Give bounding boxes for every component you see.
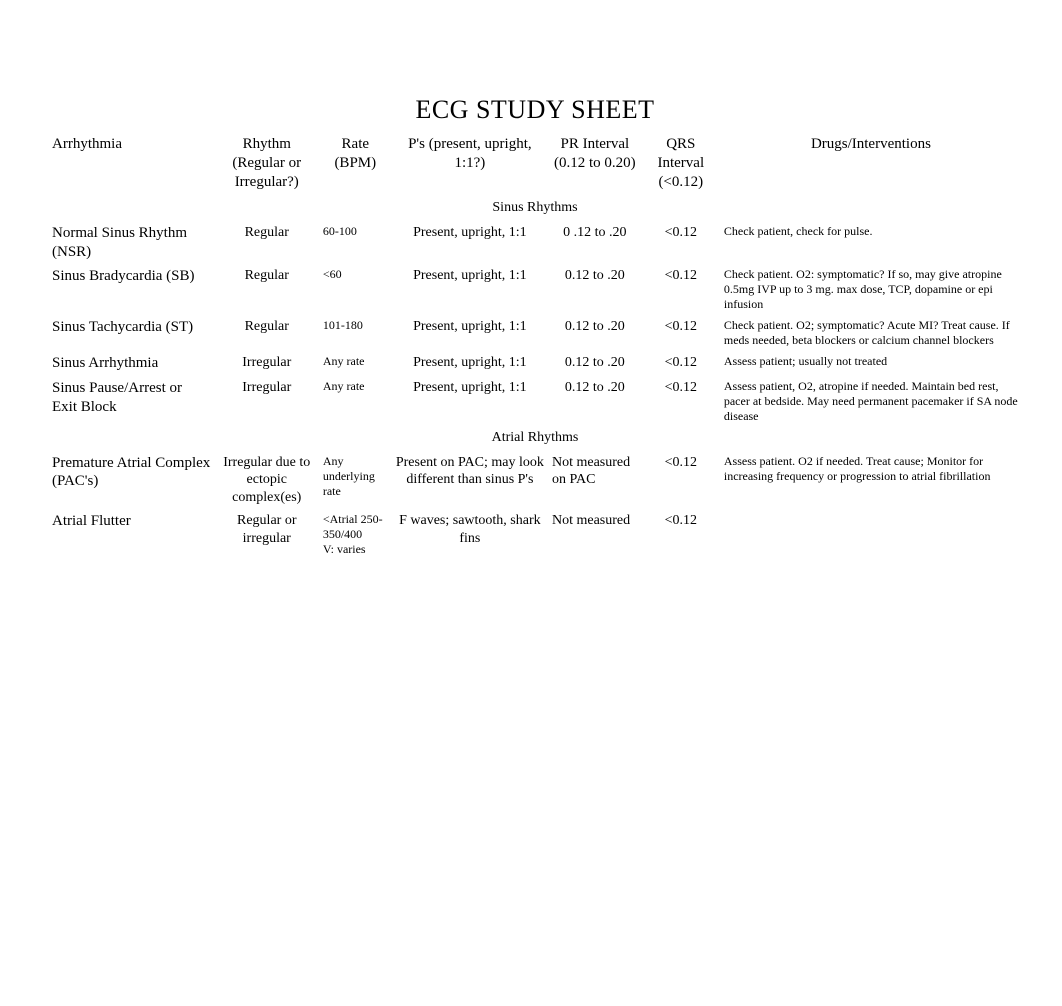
col-header-rhythm: Rhythm (Regular or Irregular?) xyxy=(215,133,319,197)
cell-arrhythmia: Atrial Flutter xyxy=(48,509,215,560)
table-row: Normal Sinus Rhythm (NSR)Regular60-100Pr… xyxy=(48,221,1022,265)
table-row: Atrial FlutterRegular or irregular<Atria… xyxy=(48,509,1022,560)
cell-qrs: <0.12 xyxy=(642,451,720,510)
cell-drugs: Check patient, check for pulse. xyxy=(720,221,1022,265)
table-row: Sinus Pause/Arrest or Exit BlockIrregula… xyxy=(48,376,1022,427)
table-row: Premature Atrial Complex (PAC's)Irregula… xyxy=(48,451,1022,510)
cell-drugs xyxy=(720,509,1022,560)
cell-p: Present, upright, 1:1 xyxy=(392,351,548,376)
table-row: Sinus Tachycardia (ST)Regular101-180Pres… xyxy=(48,315,1022,351)
cell-pr: Not measured xyxy=(548,509,642,560)
cell-arrhythmia: Sinus Tachycardia (ST) xyxy=(48,315,215,351)
cell-p: Present, upright, 1:1 xyxy=(392,221,548,265)
cell-rate: 101-180 xyxy=(319,315,392,351)
cell-qrs: <0.12 xyxy=(642,509,720,560)
page-title: ECG STUDY SHEET xyxy=(48,95,1022,125)
table-row: Sinus Bradycardia (SB)Regular<60Present,… xyxy=(48,264,1022,315)
col-header-qrs: QRS Interval (<0.12) xyxy=(642,133,720,197)
cell-p: Present, upright, 1:1 xyxy=(392,315,548,351)
table-header: Arrhythmia Rhythm (Regular or Irregular?… xyxy=(48,133,1022,197)
cell-p: Present, upright, 1:1 xyxy=(392,264,548,315)
table-row: Sinus ArrhythmiaIrregularAny ratePresent… xyxy=(48,351,1022,376)
cell-qrs: <0.12 xyxy=(642,376,720,427)
cell-p: Present on PAC; may look different than … xyxy=(392,451,548,510)
cell-drugs: Assess patient; usually not treated xyxy=(720,351,1022,376)
cell-arrhythmia: Sinus Pause/Arrest or Exit Block xyxy=(48,376,215,427)
cell-p: Present, upright, 1:1 xyxy=(392,376,548,427)
cell-rhythm: Regular xyxy=(215,264,319,315)
col-header-drugs: Drugs/Interventions xyxy=(720,133,1022,197)
cell-pr: 0.12 to .20 xyxy=(548,264,642,315)
cell-rhythm: Irregular xyxy=(215,376,319,427)
cell-arrhythmia: Sinus Bradycardia (SB) xyxy=(48,264,215,315)
cell-pr: 0.12 to .20 xyxy=(548,376,642,427)
cell-qrs: <0.12 xyxy=(642,351,720,376)
table-body: Sinus RhythmsNormal Sinus Rhythm (NSR)Re… xyxy=(48,197,1022,560)
ecg-table: Arrhythmia Rhythm (Regular or Irregular?… xyxy=(48,133,1022,560)
cell-arrhythmia: Normal Sinus Rhythm (NSR) xyxy=(48,221,215,265)
cell-drugs: Assess patient, O2, atropine if needed. … xyxy=(720,376,1022,427)
cell-arrhythmia: Sinus Arrhythmia xyxy=(48,351,215,376)
cell-drugs: Check patient. O2; symptomatic? Acute MI… xyxy=(720,315,1022,351)
cell-rate: <60 xyxy=(319,264,392,315)
cell-drugs: Check patient. O2: symptomatic? If so, m… xyxy=(720,264,1022,315)
cell-rate: <Atrial 250-350/400 V: varies xyxy=(319,509,392,560)
cell-qrs: <0.12 xyxy=(642,315,720,351)
section-label: Atrial Rhythms xyxy=(48,427,1022,451)
cell-rate: Any rate xyxy=(319,376,392,427)
section-label: Sinus Rhythms xyxy=(48,197,1022,221)
cell-pr: 0.12 to .20 xyxy=(548,351,642,376)
cell-pr: 0 .12 to .20 xyxy=(548,221,642,265)
cell-qrs: <0.12 xyxy=(642,221,720,265)
section-header: Atrial Rhythms xyxy=(48,427,1022,451)
cell-rhythm: Regular xyxy=(215,221,319,265)
cell-rate: Any rate xyxy=(319,351,392,376)
cell-rate: 60-100 xyxy=(319,221,392,265)
cell-rate: Any underlying rate xyxy=(319,451,392,510)
cell-arrhythmia: Premature Atrial Complex (PAC's) xyxy=(48,451,215,510)
col-header-p: P's (present, upright, 1:1?) xyxy=(392,133,548,197)
col-header-arrhythmia: Arrhythmia xyxy=(48,133,215,197)
cell-drugs: Assess patient. O2 if needed. Treat caus… xyxy=(720,451,1022,510)
cell-p: F waves; sawtooth, shark fins xyxy=(392,509,548,560)
cell-rhythm: Irregular due to ectopic complex(es) xyxy=(215,451,319,510)
cell-rhythm: Regular xyxy=(215,315,319,351)
col-header-rate: Rate (BPM) xyxy=(319,133,392,197)
cell-pr: 0.12 to .20 xyxy=(548,315,642,351)
cell-rhythm: Regular or irregular xyxy=(215,509,319,560)
col-header-pr: PR Interval (0.12 to 0.20) xyxy=(548,133,642,197)
cell-pr: Not measured on PAC xyxy=(548,451,642,510)
section-header: Sinus Rhythms xyxy=(48,197,1022,221)
cell-qrs: <0.12 xyxy=(642,264,720,315)
cell-rhythm: Irregular xyxy=(215,351,319,376)
